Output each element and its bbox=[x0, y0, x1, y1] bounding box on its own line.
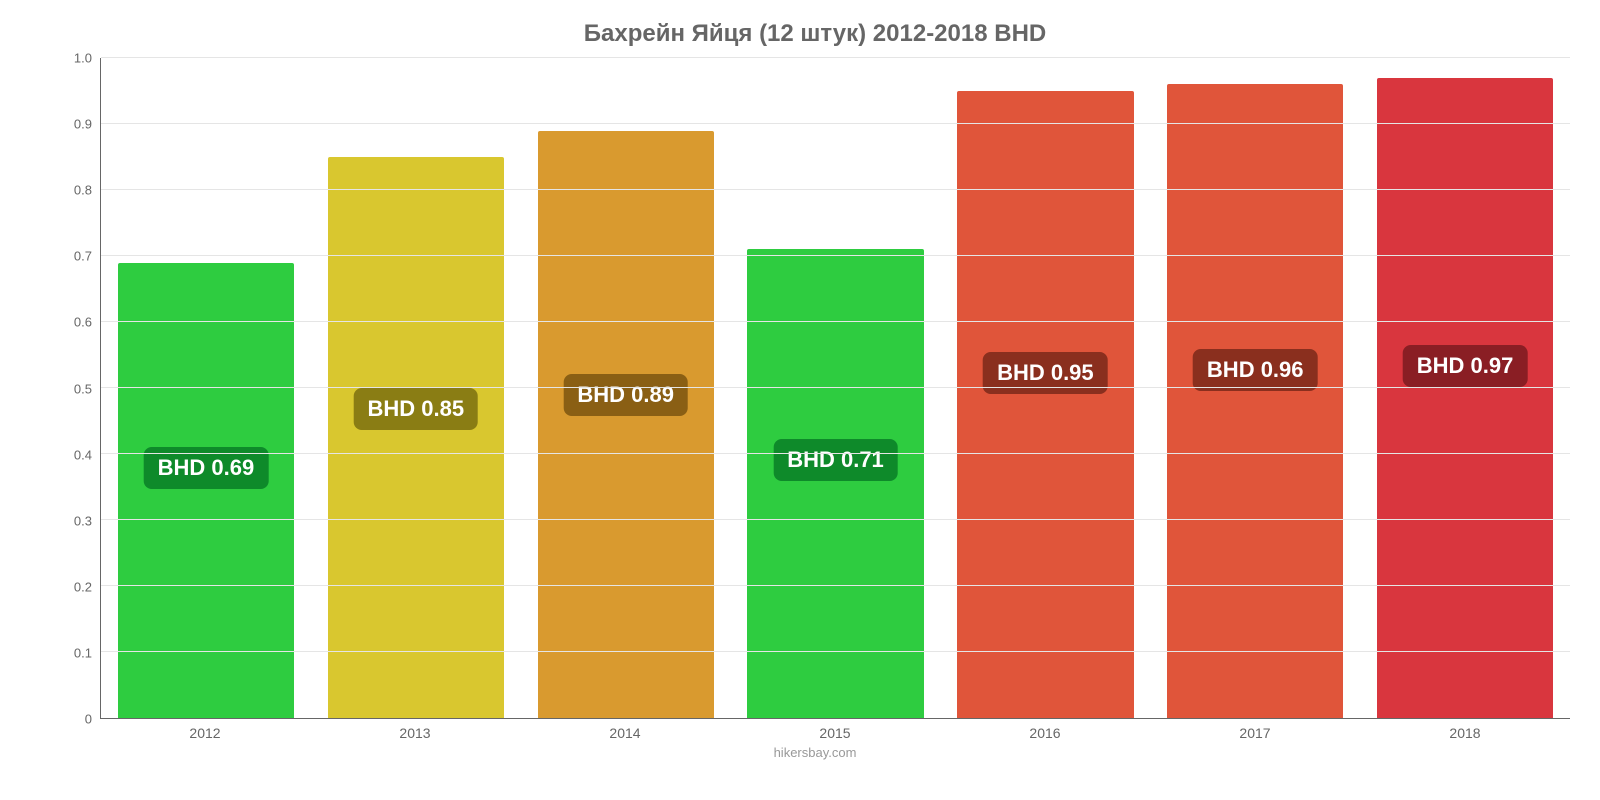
bar-slot: BHD 0.96 bbox=[1150, 58, 1360, 718]
bar: BHD 0.69 bbox=[118, 263, 294, 718]
grid-line bbox=[101, 321, 1570, 322]
x-tick: 2017 bbox=[1150, 719, 1360, 743]
value-badge: BHD 0.96 bbox=[1193, 349, 1318, 391]
bar-slot: BHD 0.89 bbox=[521, 58, 731, 718]
x-tick: 2016 bbox=[940, 719, 1150, 743]
y-tick: 1.0 bbox=[60, 51, 92, 66]
grid-line bbox=[101, 255, 1570, 256]
bar: BHD 0.85 bbox=[328, 157, 504, 718]
bar-slot: BHD 0.97 bbox=[1360, 58, 1570, 718]
x-tick: 2018 bbox=[1360, 719, 1570, 743]
value-badge: BHD 0.89 bbox=[563, 374, 688, 416]
bars-container: BHD 0.69 BHD 0.85 BHD 0.89 BHD 0.71 BHD 0.95… bbox=[101, 58, 1570, 718]
bar-slot: BHD 0.95 bbox=[940, 58, 1150, 718]
x-axis: 2012201320142015201620172018 bbox=[100, 719, 1570, 743]
value-badge: BHD 0.71 bbox=[773, 439, 898, 481]
y-tick: 0.3 bbox=[60, 513, 92, 528]
grid-line bbox=[101, 519, 1570, 520]
bar: BHD 0.95 bbox=[957, 91, 1133, 718]
grid-line bbox=[101, 651, 1570, 652]
bar-slot: BHD 0.71 bbox=[731, 58, 941, 718]
chart-title: Бахрейн Яйця (12 штук) 2012-2018 BHD bbox=[60, 20, 1570, 48]
grid-line bbox=[101, 387, 1570, 388]
y-tick: 0.2 bbox=[60, 579, 92, 594]
y-tick: 0.9 bbox=[60, 117, 92, 132]
bar: BHD 0.89 bbox=[538, 131, 714, 718]
x-tick: 2014 bbox=[520, 719, 730, 743]
grid-line bbox=[101, 585, 1570, 586]
plot-area: BHD 0.69 BHD 0.85 BHD 0.89 BHD 0.71 BHD 0.95… bbox=[100, 58, 1570, 719]
value-badge: BHD 0.85 bbox=[353, 388, 478, 430]
bar-chart: Бахрейн Яйця (12 штук) 2012-2018 BHD 0 0.… bbox=[0, 0, 1600, 800]
y-tick: 0.7 bbox=[60, 249, 92, 264]
y-tick: 0.8 bbox=[60, 183, 92, 198]
plot-row: 00.10.20.30.40.50.60.70.80.91.0 BHD 0.69… bbox=[60, 58, 1570, 719]
value-badge: BHD 0.97 bbox=[1403, 345, 1528, 387]
x-tick: 2012 bbox=[100, 719, 310, 743]
y-tick: 0 bbox=[60, 712, 92, 727]
grid-line bbox=[101, 453, 1570, 454]
attribution: hikersbay.com bbox=[60, 745, 1570, 760]
x-tick: 2013 bbox=[310, 719, 520, 743]
grid-line bbox=[101, 189, 1570, 190]
y-tick: 0.5 bbox=[60, 381, 92, 396]
bar-slot: BHD 0.85 bbox=[311, 58, 521, 718]
y-tick: 0.4 bbox=[60, 447, 92, 462]
grid-line bbox=[101, 57, 1570, 58]
x-tick: 2015 bbox=[730, 719, 940, 743]
y-axis: 00.10.20.30.40.50.60.70.80.91.0 bbox=[60, 58, 100, 719]
bar-slot: BHD 0.69 bbox=[101, 58, 311, 718]
bar: BHD 0.97 bbox=[1377, 78, 1553, 718]
y-tick: 0.1 bbox=[60, 645, 92, 660]
grid-line bbox=[101, 123, 1570, 124]
bar: BHD 0.96 bbox=[1167, 84, 1343, 718]
bar: BHD 0.71 bbox=[747, 249, 923, 718]
y-tick: 0.6 bbox=[60, 315, 92, 330]
